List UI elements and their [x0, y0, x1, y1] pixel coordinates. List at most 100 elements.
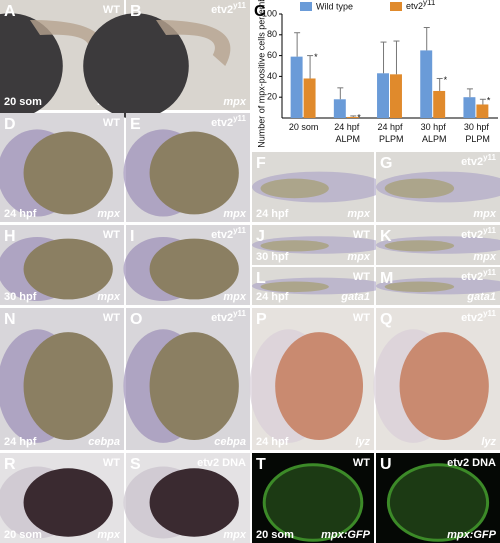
stage-label: 24 hpf	[256, 291, 289, 303]
bar	[463, 97, 476, 118]
genotype-label: etv2y11	[211, 226, 246, 241]
stain-label: mpx:GFP	[447, 529, 497, 541]
genotype-label: etv2y11	[211, 1, 246, 16]
stain-label: mpx	[223, 291, 247, 303]
embryo-yolk	[275, 332, 364, 441]
genotype-label-main: etv2	[461, 229, 483, 241]
panel-letter: N	[4, 311, 16, 328]
bar	[333, 99, 346, 118]
y-axis-label: Number of mpx-positive cells per embryo	[256, 0, 266, 148]
genotype-label: WT	[103, 312, 120, 324]
yolk-extension	[260, 240, 329, 252]
stain-label: mpx	[473, 251, 497, 263]
panel-letter: P	[256, 311, 267, 328]
stain-label: mpx	[97, 529, 121, 541]
genotype-label: etv2y11	[461, 153, 496, 168]
genotype-label-main: etv2	[461, 271, 483, 283]
embryo-yolk	[149, 468, 239, 537]
y-tick-label: 100	[262, 8, 277, 18]
embryo-outline	[386, 463, 490, 542]
panel-letter: U	[380, 456, 392, 473]
stain-label: mpx	[473, 208, 497, 220]
genotype-label-sup: y11	[233, 226, 246, 235]
legend-label-sup: y11	[423, 0, 436, 7]
genotype-label-sup: y11	[233, 114, 246, 123]
yolk-extension	[384, 240, 455, 252]
stage-label: 20 som	[4, 529, 42, 541]
stage-label: 24 hpf	[4, 436, 37, 448]
panel-letter: B	[130, 3, 142, 20]
y-tick-label: 80	[267, 29, 277, 39]
stain-label: mpx	[97, 208, 121, 220]
panel-letter: H	[4, 228, 16, 245]
stage-label: 24 hpf	[256, 436, 289, 448]
panel-letter: D	[4, 116, 16, 133]
panel-letter: A	[4, 3, 16, 20]
genotype-label-main: etv2	[211, 229, 233, 241]
panel-letter: L	[256, 270, 266, 287]
genotype-label: etv2y11	[461, 309, 496, 324]
stain-label: mpx	[97, 291, 121, 303]
stain-label: mpx	[347, 251, 371, 263]
significance-mark: *	[444, 75, 448, 85]
panel-letter: T	[256, 456, 266, 473]
embryo-yolk	[0, 13, 63, 119]
significance-mark: *	[357, 112, 361, 122]
significance-mark: *	[314, 52, 318, 62]
genotype-label: WT	[103, 117, 120, 129]
bar	[303, 78, 316, 118]
genotype-label-sup: y11	[483, 226, 496, 235]
stain-label: mpx	[347, 208, 371, 220]
genotype-label: WT	[353, 312, 370, 324]
stain-label: gata1	[466, 291, 496, 303]
stain-label: lyz	[481, 436, 496, 448]
bar	[390, 74, 402, 118]
genotype-label: etv2 DNA	[197, 457, 246, 469]
genotype-label: etv2 DNA	[447, 457, 496, 469]
legend-label-main: etv2	[406, 1, 423, 11]
embryo-yolk	[23, 238, 113, 300]
legend-swatch	[390, 2, 402, 11]
stage-label: 24 hpf	[4, 208, 37, 220]
yolk-extension	[384, 178, 455, 199]
stain-label: mpx	[223, 208, 247, 220]
stage-label: 30 hpf	[256, 251, 289, 263]
panel-letter: G	[380, 155, 392, 172]
genotype-label: WT	[103, 4, 120, 16]
panel-letter: C	[254, 3, 266, 20]
genotype-label: etv2y11	[461, 226, 496, 241]
panel-letter: E	[130, 116, 141, 133]
embryo-yolk	[149, 131, 239, 215]
panel-letter: I	[130, 228, 134, 245]
panel-letter: K	[380, 228, 392, 245]
bar	[346, 116, 359, 118]
legend-label: Wild type	[316, 1, 353, 11]
genotype-label: WT	[103, 229, 120, 241]
y-tick-label: 60	[267, 50, 277, 60]
x-tick-label: 30 hpf ALPM	[420, 122, 447, 144]
genotype-label-sup: y11	[233, 1, 246, 10]
genotype-label-sup: y11	[483, 268, 496, 277]
legend-swatch	[300, 2, 312, 11]
genotype-label-sup: y11	[483, 309, 496, 318]
embryo-body	[156, 20, 231, 66]
genotype-label: WT	[353, 271, 370, 283]
stage-label: 20 som	[4, 96, 42, 108]
embryo-yolk	[149, 238, 239, 300]
embryo-yolk	[149, 332, 239, 441]
bar	[290, 56, 303, 118]
genotype-label: WT	[353, 229, 370, 241]
genotype-label: etv2y11	[461, 268, 496, 283]
bar	[377, 73, 389, 118]
y-tick-label: 20	[267, 92, 277, 102]
embryo-outline	[262, 463, 364, 542]
bar	[433, 90, 446, 118]
yolk-extension	[260, 178, 329, 199]
genotype-label-main: etv2	[211, 312, 233, 324]
stain-label: gata1	[340, 291, 370, 303]
genotype-label-main: etv2	[211, 4, 233, 16]
panel-letter: J	[256, 228, 265, 245]
genotype-label-main: etv2	[461, 312, 483, 324]
